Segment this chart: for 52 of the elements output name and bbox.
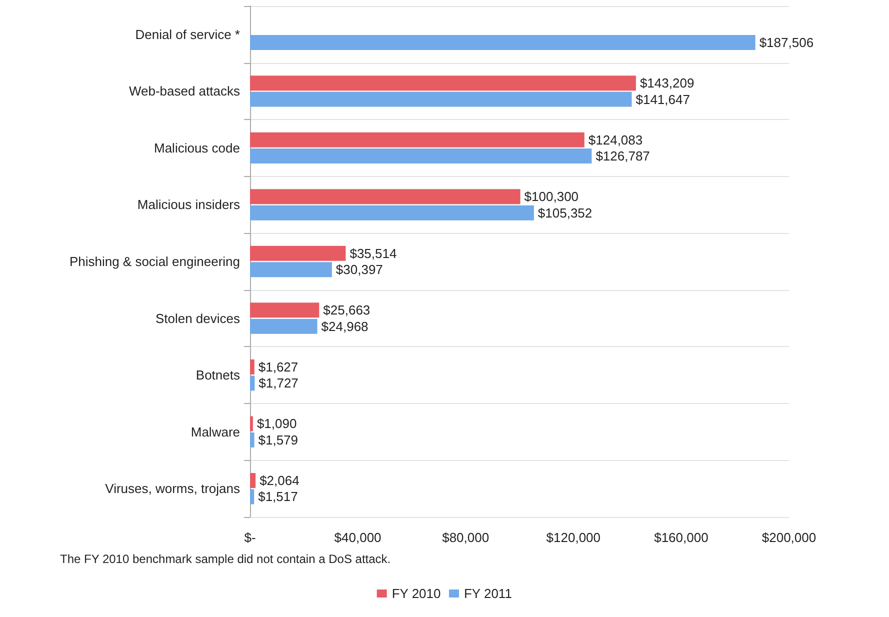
bar [250, 318, 318, 334]
data-label: $105,352 [538, 205, 592, 220]
bar [250, 376, 255, 391]
bar [250, 34, 756, 50]
bar [250, 473, 256, 488]
text: The FY 2010 benchmark sample did not contain a DoS attack. [60, 552, 391, 566]
data-label: $126,787 [596, 148, 650, 164]
bar [250, 262, 332, 278]
data-label: $1,579 [258, 432, 298, 448]
y-tick-label: Phishing & social engineering [69, 254, 240, 269]
bar [250, 302, 320, 318]
bar [250, 489, 254, 504]
x-tick-label: $120,000 [546, 530, 601, 545]
bar [250, 246, 346, 261]
y-tick-label: Stolen devices [155, 310, 240, 326]
x-tick-label: $- [244, 530, 256, 545]
y-tick-label: Viruses, worms, trojans [105, 481, 240, 496]
bar [250, 205, 534, 220]
x-tick-label: $200,000 [762, 530, 816, 545]
data-label: $143,209 [640, 76, 694, 91]
data-label: $30,397 [336, 262, 383, 278]
y-tick-label: Malicious code [154, 140, 240, 156]
data-label: $1,727 [258, 376, 298, 391]
y-tick-label: Web-based attacks [128, 84, 240, 99]
data-label: $187,506 [759, 34, 814, 50]
x-tick-label: $40,000 [334, 530, 382, 545]
bar [250, 132, 584, 148]
data-label: $24,968 [321, 318, 368, 334]
bar [250, 76, 636, 91]
data-label: $35,514 [350, 246, 397, 261]
bar [250, 148, 592, 164]
bar [250, 92, 632, 107]
data-label: $124,083 [588, 132, 643, 148]
legend-label: FY 2010 [392, 586, 441, 601]
bar [250, 416, 253, 432]
bar [250, 432, 254, 448]
bar [250, 359, 254, 374]
legend-label: FY 2011 [464, 586, 512, 601]
data-label: $25,663 [323, 302, 370, 318]
y-tick-label: Malware [190, 424, 240, 440]
bar [250, 189, 520, 204]
y-tick-label: Botnets [196, 368, 240, 383]
data-label: $1,090 [256, 416, 297, 432]
data-label: $2,064 [260, 473, 300, 488]
data-label: $1,627 [258, 359, 298, 374]
data-label: $1,517 [258, 489, 298, 504]
x-tick-label: $160,000 [654, 530, 708, 545]
data-label: $141,647 [636, 92, 690, 107]
x-tick-label: $80,000 [442, 530, 490, 545]
y-tick-label: Malicious insiders [137, 197, 240, 212]
data-label: $100,300 [524, 189, 579, 204]
y-tick-label: Denial of service * [135, 26, 240, 42]
